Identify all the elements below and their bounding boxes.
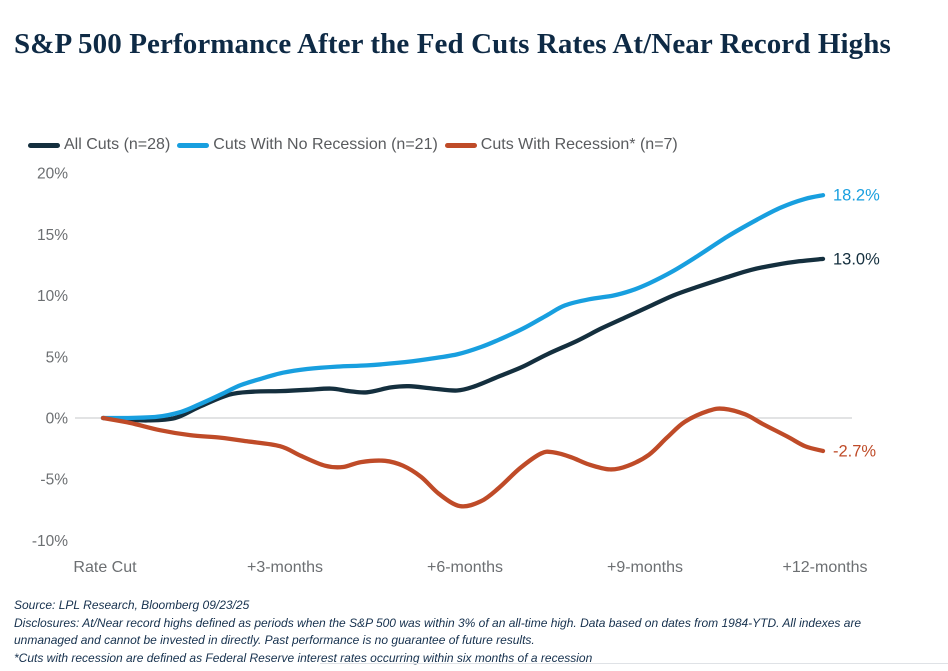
x-axis-tick-label: +3-months bbox=[247, 559, 323, 576]
y-axis-tick-label: 10% bbox=[37, 288, 68, 305]
y-axis-tick-label: 20% bbox=[37, 166, 68, 183]
series-end-label-1: 18.2% bbox=[833, 187, 880, 205]
legend-item-0: All Cuts (n=28) bbox=[28, 136, 170, 154]
x-axis-tick-label: +6-months bbox=[427, 559, 503, 576]
series-line-0 bbox=[100, 256, 826, 423]
footer-footnote: *Cuts with recession are defined as Fede… bbox=[14, 650, 593, 665]
legend-item-2: Cuts With Recession* (n=7) bbox=[444, 136, 678, 154]
legend-swatch-icon bbox=[444, 142, 477, 148]
y-axis-tick-label: -5% bbox=[40, 472, 68, 489]
series-line-2 bbox=[100, 406, 826, 509]
y-axis-tick-label: 15% bbox=[37, 227, 68, 244]
series-line-1 bbox=[100, 193, 826, 421]
footer-source: Source: LPL Research, Bloomberg 09/23/25 bbox=[14, 598, 250, 612]
series-end-label-2: -2.7% bbox=[833, 443, 876, 461]
bottom-divider bbox=[320, 663, 948, 664]
x-axis-tick-label: +12-months bbox=[783, 559, 868, 576]
chart-legend: All Cuts (n=28) Cuts With No Recession (n… bbox=[28, 136, 678, 154]
legend-label: Cuts With No Recession (n=21) bbox=[213, 136, 438, 153]
page-title: S&P 500 Performance After the Fed Cuts R… bbox=[14, 28, 891, 61]
footer-disclosures: Source: LPL Research, Bloomberg 09/23/25… bbox=[14, 597, 924, 667]
performance-chart: 20% 15% 10% 5% 0% -5% -10% Rate Cut +3-months +6-… bbox=[32, 166, 880, 576]
series-end-label-0: 13.0% bbox=[833, 250, 880, 268]
x-axis-tick-label: Rate Cut bbox=[73, 559, 137, 576]
y-axis-tick-label: -10% bbox=[32, 533, 68, 550]
legend-swatch-icon bbox=[177, 142, 210, 148]
legend-swatch-icon bbox=[28, 142, 60, 148]
legend-label: All Cuts (n=28) bbox=[64, 136, 171, 153]
footer-disclosure: Disclosures: At/Near record highs define… bbox=[14, 615, 862, 648]
legend-item-1: Cuts With No Recession (n=21) bbox=[177, 136, 438, 154]
x-axis-tick-label: +9-months bbox=[607, 559, 683, 576]
y-axis-tick-label: 0% bbox=[46, 411, 69, 428]
legend-label: Cuts With Recession* (n=7) bbox=[480, 136, 678, 153]
y-axis-tick-label: 5% bbox=[46, 349, 69, 366]
